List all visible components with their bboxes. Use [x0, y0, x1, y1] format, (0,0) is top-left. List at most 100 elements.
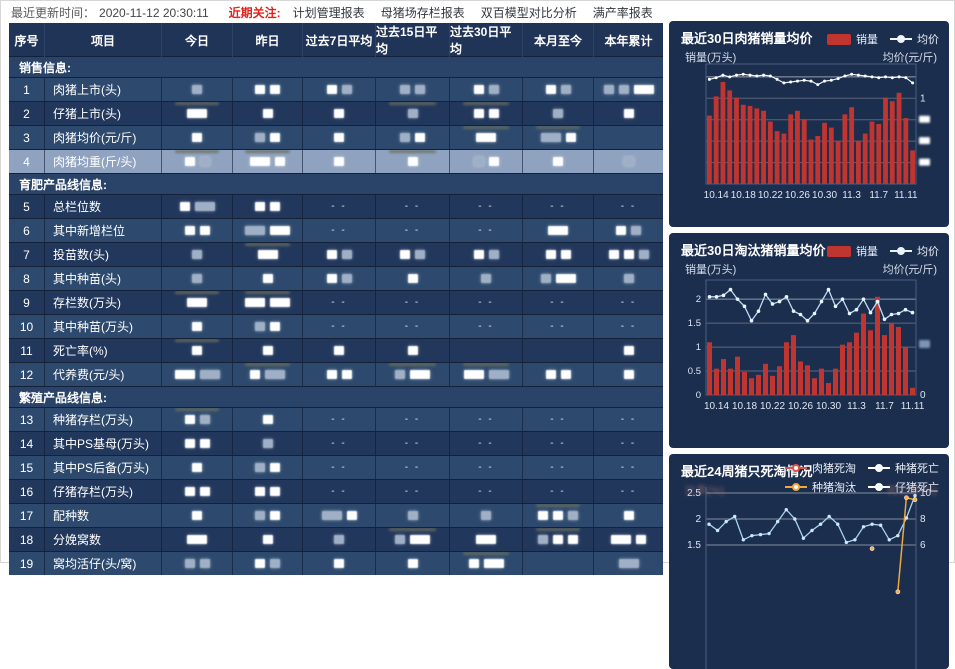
cell-value [232, 432, 302, 455]
redaction-smudge [174, 339, 220, 342]
cell-value: - - [522, 456, 593, 479]
redacted-value-block [568, 535, 578, 544]
no-data-dashes: - - [550, 486, 566, 497]
table-row[interactable]: 4 肉猪均重(斤/头) [9, 149, 663, 173]
table-row[interactable]: 5 总栏位数 - - - - - - - - - - [9, 194, 663, 218]
cell-value: - - [449, 315, 522, 338]
no-data-dashes: - - [620, 321, 637, 332]
redacted-value-block [199, 157, 210, 166]
link-plan-report[interactable]: 计划管理报表 [292, 6, 365, 20]
cell-value [449, 102, 522, 125]
bar-line-chart: 0 0.5 1 1.5 2 10.14 10.18 10.22 10.26 10.30 11.3 11… [688, 279, 930, 412]
cell-item-name: 肉猪上市(头) [44, 78, 161, 101]
legend-item[interactable]: 种猪淘汰 [785, 479, 856, 495]
cell-value: - - [375, 315, 449, 338]
table-row[interactable]: 6 其中新增栏位 - - - - - - [9, 218, 663, 242]
redacted-value-block [199, 370, 220, 379]
table-row[interactable]: 19 窝均活仔(头/窝) [9, 551, 663, 575]
no-data-dashes: - - [404, 462, 421, 473]
link-full-capacity-report[interactable]: 满产率报表 [592, 6, 653, 20]
cell-value [522, 363, 593, 386]
table-row[interactable]: 2 仔猪上市(头) [9, 101, 663, 125]
redacted-value-block [255, 463, 265, 472]
redacted-value-block [407, 511, 418, 520]
legend-item[interactable]: 均价 [890, 31, 939, 47]
redacted-value-block [410, 370, 430, 379]
legend-item[interactable]: 种猪死亡 [868, 460, 939, 476]
cell-serial: 9 [23, 295, 30, 310]
redacted-value-block [199, 559, 210, 568]
table-row[interactable]: 9 存栏数(万头) - - - - - - - - - - [9, 290, 663, 314]
redacted-value-block [346, 511, 357, 520]
table-row[interactable]: 3 肉猪均价(元/斤) [9, 125, 663, 149]
legend-label: 肉猪死淘 [812, 463, 856, 475]
table-header-row: 序号 项目 今日 昨日 过去7日平均 过去15日平均 过去30日平均 本月至今 本年累计 [9, 23, 663, 57]
cell-value [375, 363, 449, 386]
redacted-value-block [334, 157, 344, 166]
cell-serial: 14 [19, 436, 34, 451]
no-data-dashes: - - [331, 297, 347, 308]
svg-text:10.26: 10.26 [788, 401, 813, 412]
legend-item[interactable]: 销量 [827, 243, 878, 259]
redacted-value-block [623, 157, 634, 166]
redacted-value-block [555, 274, 576, 283]
table-row[interactable]: 17 配种数 [9, 503, 663, 527]
cell-value [449, 363, 522, 386]
link-double-hundred-model-analysis[interactable]: 双百模型对比分析 [480, 6, 577, 20]
redacted-value-block [326, 370, 337, 379]
no-data-dashes: - - [331, 321, 347, 332]
redacted-value-block [633, 85, 654, 94]
svg-text:11.3: 11.3 [847, 401, 866, 412]
redacted-value-block [255, 559, 265, 568]
column-header: 过去15日平均 [375, 23, 449, 57]
legend-item[interactable]: 肉猪死淘 [785, 460, 856, 476]
no-data-dashes: - - [478, 201, 494, 212]
column-header: 过去7日平均 [302, 23, 375, 57]
table-row[interactable]: 8 其中种苗(头) [9, 266, 663, 290]
redacted-value-block [270, 511, 280, 520]
link-sow-farm-inventory-report[interactable]: 母猪场存栏报表 [380, 6, 465, 20]
cell-value [375, 150, 449, 173]
cell-serial: 10 [19, 319, 34, 334]
redacted-value-block [548, 226, 568, 235]
table-row[interactable]: 10 其中种苗(万头) - - - - - - - - - - [9, 314, 663, 338]
cell-value [161, 150, 232, 173]
table-row[interactable]: 14 其中PS基母(万头) - - - - - - - - - - [9, 431, 663, 455]
no-data-dashes: - - [550, 438, 566, 449]
redaction-smudge [535, 126, 581, 129]
table-row[interactable]: 15 其中PS后备(万头) - - - - - - - - - - [9, 455, 663, 479]
legend-item[interactable]: 销量 [827, 31, 878, 47]
cell-value [302, 126, 375, 149]
redacted-value-block [255, 511, 265, 520]
legend-item[interactable]: 仔猪死亡 [868, 479, 939, 495]
no-data-dashes: - - [550, 414, 566, 425]
cell-value [232, 150, 302, 173]
redacted-value-block [199, 487, 210, 496]
redacted-value-block [341, 85, 352, 94]
table-row[interactable]: 12 代养费(元/头) [9, 362, 663, 386]
svg-text:10: 10 [920, 488, 932, 499]
redacted-value-block [255, 133, 265, 142]
no-data-dashes: - - [478, 225, 494, 236]
cell-value [232, 102, 302, 125]
svg-text:10.18: 10.18 [732, 401, 757, 412]
cell-value [375, 126, 449, 149]
svg-text:10.30: 10.30 [816, 401, 841, 412]
redacted-value-block [265, 370, 285, 379]
table-row[interactable]: 16 仔猪存栏(万头) - - - - - - - - - - [9, 479, 663, 503]
table-row[interactable]: 7 投苗数(头) [9, 242, 663, 266]
table-row[interactable]: 18 分娩窝数 [9, 527, 663, 551]
table-row[interactable]: 13 种猪存栏(万头) - - - - - - - - - - [9, 407, 663, 431]
redacted-value-block [184, 487, 195, 496]
redacted-value-block [481, 511, 491, 520]
table-row[interactable]: 1 肉猪上市(头) [9, 77, 663, 101]
svg-text:1.5: 1.5 [687, 540, 701, 551]
table-row[interactable]: 11 死亡率(%) [9, 338, 663, 362]
cell-value [522, 267, 593, 290]
cell-value [161, 102, 232, 125]
legend-item[interactable]: 均价 [890, 243, 939, 259]
redacted-value-block [553, 157, 563, 166]
chart-legend: 肉猪死淘 种猪死亡 种猪淘汰 仔猪死亡 [773, 460, 939, 495]
cell-value [161, 456, 232, 479]
cell-value [161, 363, 232, 386]
